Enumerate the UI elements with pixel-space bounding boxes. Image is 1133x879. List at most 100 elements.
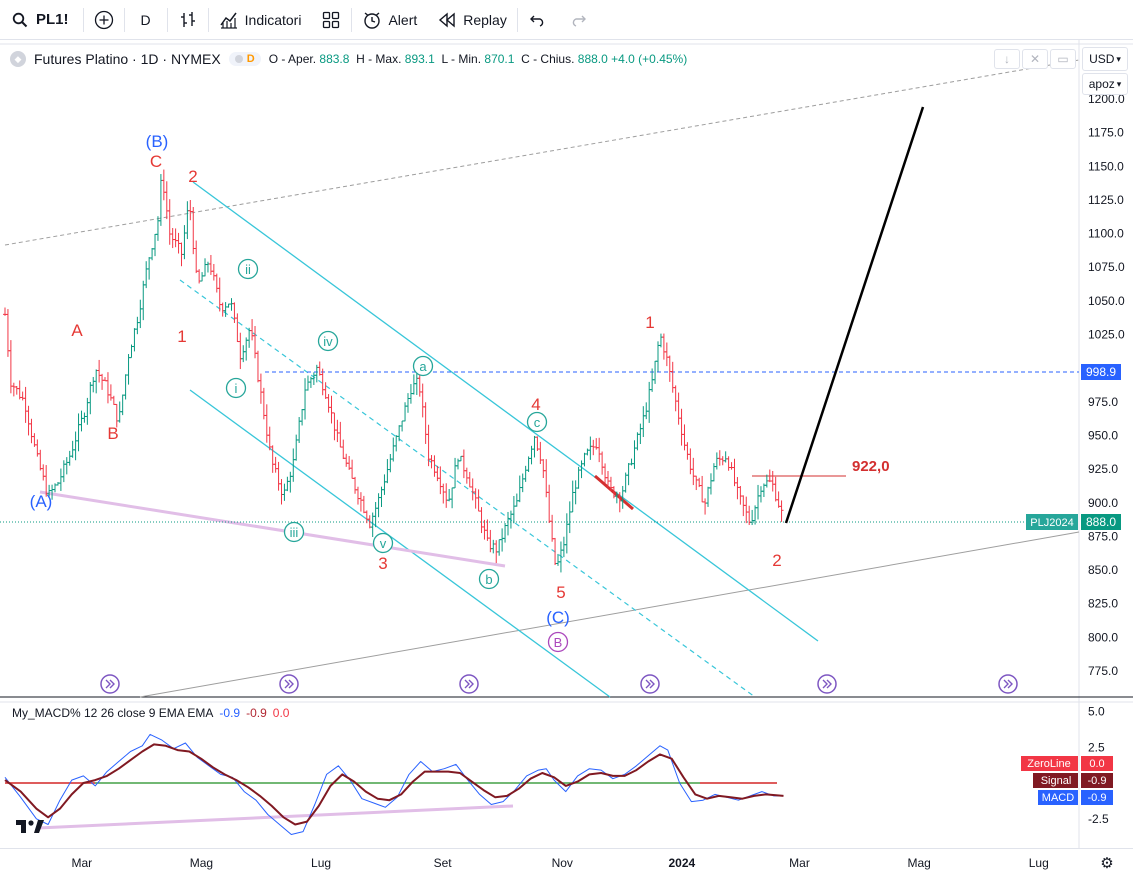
wave-label: A	[71, 321, 83, 340]
replay-button[interactable]: Replay	[427, 0, 517, 40]
tradingview-logo	[16, 820, 44, 833]
wave-label: C	[150, 152, 162, 171]
event-arrow-icon	[464, 679, 474, 689]
price-tick-label: 1050.0	[1088, 294, 1125, 308]
redo-button[interactable]	[558, 0, 598, 40]
low-value: 870.1	[484, 52, 515, 66]
wave-label: 2	[188, 167, 197, 186]
signal-value: -0.9	[1088, 775, 1107, 787]
collapse-pane-button[interactable]: ✕	[1022, 49, 1048, 69]
price-tick-label: 825.0	[1088, 597, 1118, 611]
hist-legend-value: 0.0	[272, 706, 290, 720]
move-down-button[interactable]: ↓	[994, 49, 1020, 69]
wave-label: B	[107, 424, 118, 443]
symbol-tag-bg	[1026, 514, 1078, 530]
zeroline-label: ZeroLine	[1027, 758, 1070, 770]
zeroline-label-bg	[1021, 756, 1078, 771]
unit-label: apoz	[1088, 77, 1115, 91]
macd-divergence-line	[37, 804, 514, 830]
legend-title[interactable]: Futures Platino · 1D · NYMEX	[34, 51, 221, 67]
toolbar-divider	[207, 7, 209, 32]
high-value: 893.1	[404, 52, 435, 66]
symbol-search-button[interactable]: PL1!	[0, 0, 83, 40]
templates-button[interactable]	[311, 0, 351, 40]
bar-style-icon	[178, 10, 198, 30]
event-arrow-icon	[645, 679, 655, 689]
projection-arrow-line[interactable]	[784, 106, 925, 524]
wave-label: 1	[177, 327, 186, 346]
indicators-button[interactable]: Indicatori	[209, 0, 312, 40]
toolbar-divider	[82, 7, 84, 32]
wave-label: 5	[556, 583, 565, 602]
wave-circle	[283, 521, 305, 543]
wave-label: c	[534, 415, 541, 430]
wave-label: 1	[645, 313, 654, 332]
ohlc-values: O - Aper. 883.8 H - Max. 893.1 L - Min. …	[269, 52, 688, 66]
level-tag: 998.9	[1086, 365, 1116, 379]
compare-symbol-button[interactable]	[84, 0, 124, 40]
time-axis[interactable]	[0, 848, 1133, 879]
lower-support-trendline[interactable]	[139, 531, 1080, 698]
time-tick-label: Lug	[311, 856, 331, 870]
time-tick-label: Mag	[907, 856, 930, 870]
macd-legend-value: -0.9	[219, 706, 241, 720]
signal-label-bg	[1033, 773, 1078, 788]
events-row	[100, 674, 1018, 694]
macd-value-bg	[1081, 790, 1113, 805]
wave-circle	[225, 377, 247, 399]
symbol-label: PL1!	[36, 11, 69, 28]
wave-label: (C)	[546, 608, 570, 627]
maximize-icon: ▭	[1057, 52, 1069, 66]
wave-label: b	[485, 572, 492, 587]
zeroline-value: 0.0	[1089, 758, 1104, 770]
top-toolbar: PL1! D Indicatori	[0, 0, 1133, 40]
channel-mid-dashed-line[interactable]	[179, 279, 756, 698]
price-pane	[0, 40, 1133, 697]
price-tick-label: 1175.0	[1088, 126, 1124, 140]
macd-pane	[4, 733, 784, 835]
wave-label: ii	[245, 262, 251, 277]
channel-upper-line[interactable]	[192, 181, 819, 642]
indicators-icon	[219, 10, 239, 30]
toolbar-divider	[166, 7, 168, 32]
price-tags: 998.9 PLJ2024 888.0 ZeroLine 0.0 Signal …	[1021, 364, 1121, 805]
chart-legend: ◆ Futures Platino · 1D · NYMEX D O - Ape…	[10, 49, 687, 69]
price-tick-label: 1200.0	[1088, 92, 1125, 106]
price-tick-label: 1075.0	[1088, 260, 1125, 274]
time-tick-label: Set	[434, 856, 453, 870]
interval-label: D	[140, 11, 151, 28]
unit-selector[interactable]: apoz ▾	[1082, 73, 1128, 95]
currency-selector[interactable]: USD ▾	[1082, 47, 1128, 71]
price-tick-label: 1150.0	[1088, 159, 1124, 173]
maximize-pane-button[interactable]: ▭	[1050, 49, 1076, 69]
market-status-badge[interactable]: D	[228, 52, 261, 66]
market-status-dot	[234, 55, 243, 63]
macd-value: -0.9	[1088, 792, 1107, 804]
gear-icon: ⚙	[1100, 855, 1114, 872]
price-tick-label: 775.0	[1088, 664, 1118, 678]
currency-label: USD	[1089, 52, 1115, 66]
wave-a-b-trendline[interactable]	[39, 490, 506, 568]
bar-style-button[interactable]	[168, 0, 208, 40]
settings-button[interactable]: ⚙	[1096, 852, 1118, 874]
low-label: L - Min.	[441, 52, 482, 66]
wave-label: 4	[531, 395, 540, 414]
alert-button[interactable]: Alert	[352, 0, 427, 40]
wave-label: i	[235, 381, 238, 396]
wave-label: 2	[772, 551, 781, 570]
last-price-tag-bg	[1081, 514, 1121, 530]
undo-button[interactable]	[518, 0, 558, 40]
search-icon	[10, 10, 30, 30]
interval-button[interactable]: D	[125, 0, 167, 40]
delay-badge: D	[246, 53, 255, 65]
high-label: H - Max.	[356, 52, 402, 66]
toolbar-divider	[123, 7, 125, 32]
wave-label: a	[419, 359, 427, 374]
channel-lower-line[interactable]	[189, 389, 611, 698]
wave-circle	[317, 330, 339, 352]
macd-legend[interactable]: My_MACD% 12 26 close 9 EMA EMA -0.9 -0.9…	[12, 706, 289, 720]
level-tag-bg	[1081, 364, 1121, 380]
